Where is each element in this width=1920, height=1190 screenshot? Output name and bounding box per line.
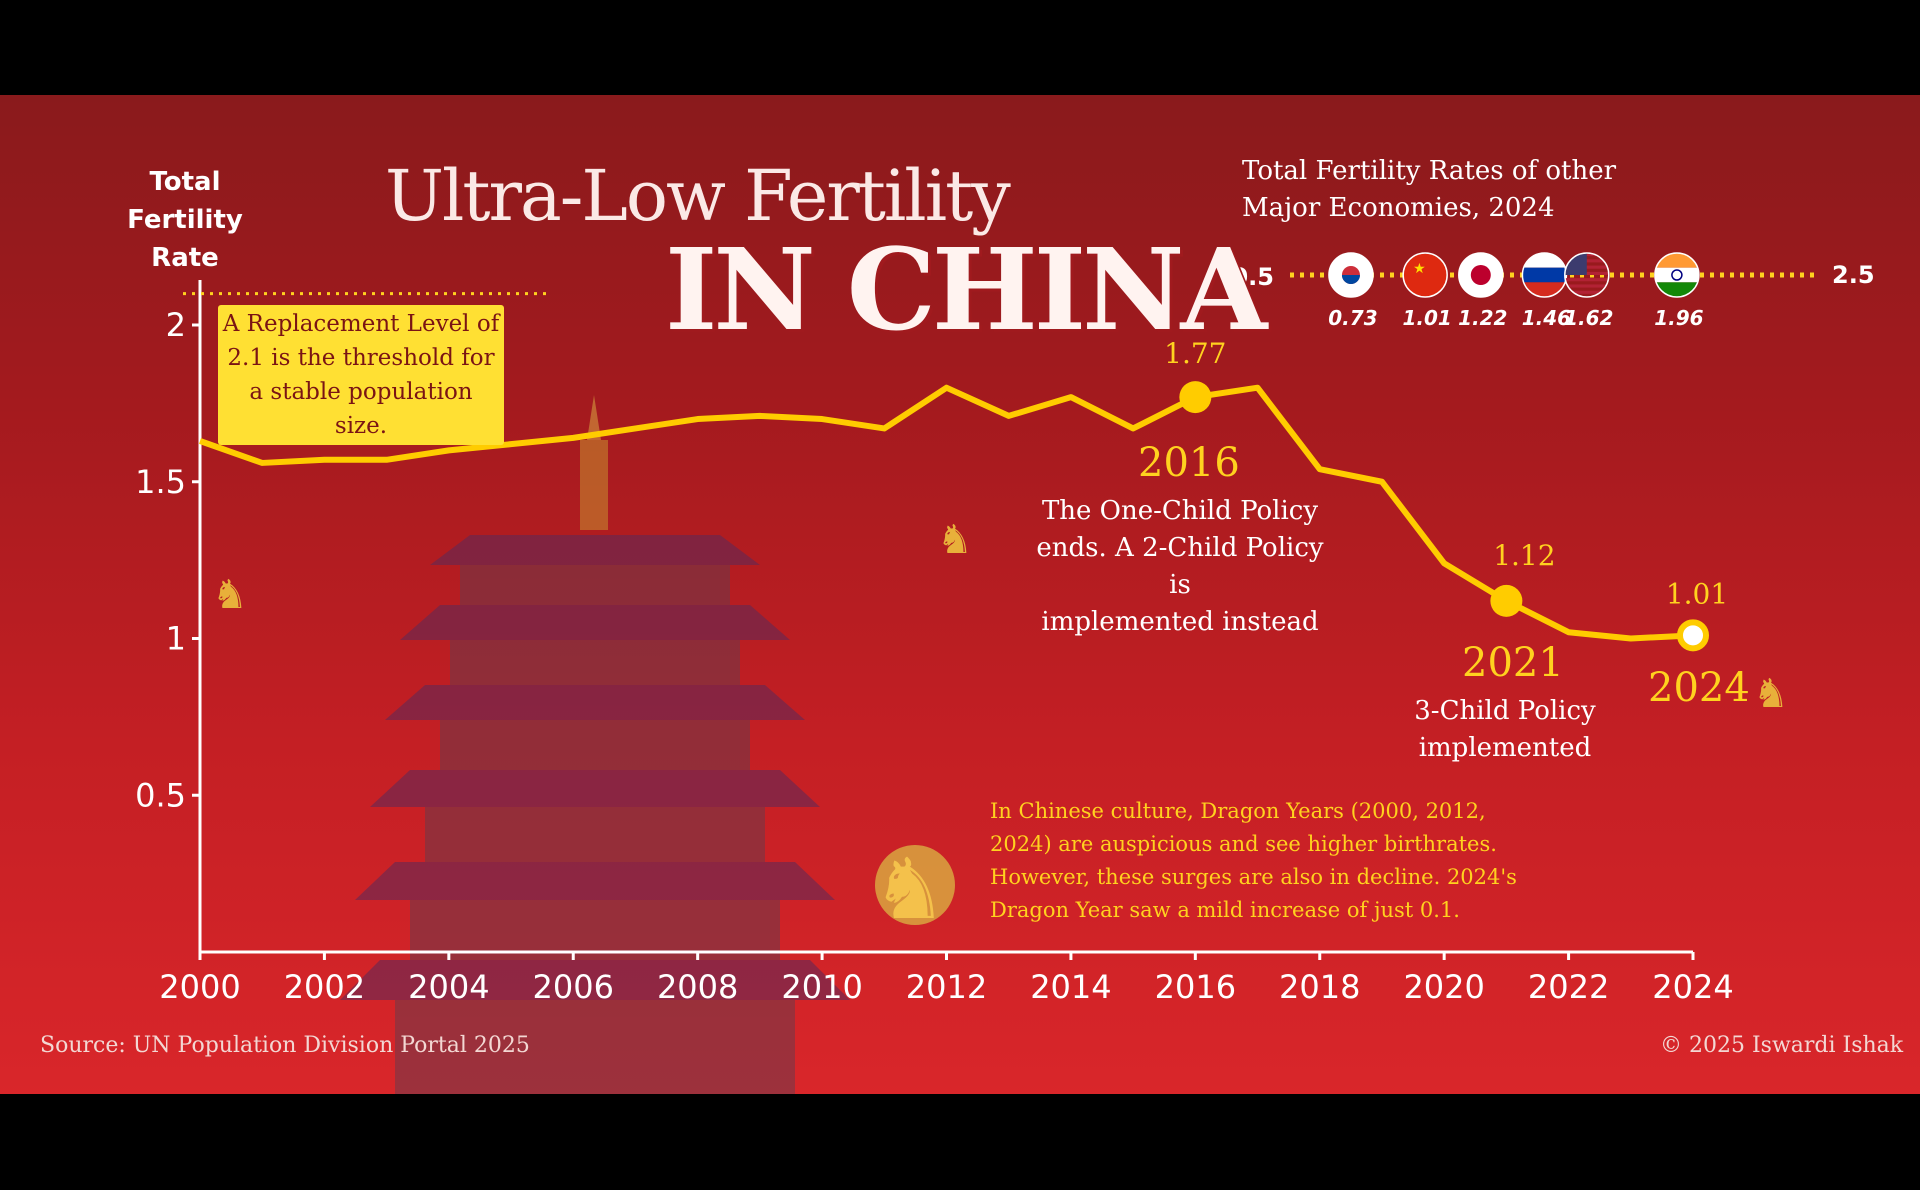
annotation-year-2024: 2024 <box>1648 665 1750 711</box>
south-korea-flag-icon <box>1328 252 1374 298</box>
comparison-value-label: 0.73 <box>1328 306 1377 330</box>
x-tick-label: 2012 <box>906 968 987 1006</box>
comparison-value-label: 1.62 <box>1564 306 1613 330</box>
comparison-value-label: 1.46 <box>1522 306 1571 330</box>
page-title: Ultra-Low Fertility <box>385 155 1011 237</box>
x-tick-label: 2018 <box>1279 968 1360 1006</box>
annotation-note-2016: The One-Child Policy ends. A 2-Child Pol… <box>1036 496 1324 637</box>
letterbox-top <box>0 0 1920 95</box>
x-tick-label: 2006 <box>533 968 614 1006</box>
x-tick-label: 2002 <box>284 968 365 1006</box>
infographic-poster: 0.5 1 1.5 2 2000 2002 2004 2006 2008 2010 2012 201… <box>0 95 1920 1094</box>
comparison-max-label: 2.5 <box>1832 261 1875 289</box>
dragon-illustration-icon: ♞ <box>872 840 955 938</box>
page-title-main: IN CHINA <box>665 225 1267 356</box>
dragon-icon: ♞ <box>937 517 973 563</box>
x-tick-label: 2020 <box>1403 968 1484 1006</box>
x-tick-label: 2024 <box>1652 968 1733 1006</box>
annotation-year-2016: 2016 <box>1138 440 1240 486</box>
svg-text:♞: ♞ <box>872 840 947 938</box>
highlight-point <box>1179 381 1212 414</box>
letterbox-bottom <box>0 1094 1920 1190</box>
x-tick-label: 2014 <box>1030 968 1111 1006</box>
highlight-point <box>1490 584 1523 617</box>
annotation-year-2021: 2021 <box>1462 640 1564 686</box>
comparison-flags: 0.5 2.5 0.73 ★ 1.01 1.22 1.461.62 1.96 <box>1231 252 1875 330</box>
data-label: 1.01 <box>1666 577 1728 610</box>
japan-flag-icon <box>1458 252 1504 298</box>
y-tick-label: 1.5 <box>135 463 186 501</box>
y-tick-label: 2 <box>166 306 186 344</box>
chart-canvas: 0.5 1 1.5 2 2000 2002 2004 2006 2008 2010 2012 201… <box>135 252 1875 1094</box>
comparison-value-label: 1.01 <box>1402 306 1451 330</box>
dragon-icon: ♞ <box>1753 671 1789 717</box>
comparison-min-label: 0.5 <box>1231 263 1274 291</box>
replacement-level-callout: A Replacement Level of 2.1 is the thresh… <box>218 305 504 445</box>
data-label: 1.77 <box>1164 337 1226 370</box>
y-tick-label: 0.5 <box>135 776 186 814</box>
russia-flag-icon <box>1521 252 1568 298</box>
fertility-rate-line <box>199 384 1694 642</box>
x-tick-label: 2004 <box>408 968 489 1006</box>
comparison-value-label: 1.96 <box>1654 306 1703 330</box>
x-tick-label: 2008 <box>657 968 738 1006</box>
data-label: 1.12 <box>1493 539 1555 572</box>
highlight-point <box>1677 619 1709 652</box>
x-tick-label: 2000 <box>159 968 240 1006</box>
y-tick-label: 1 <box>166 620 186 658</box>
source-credit: Source: UN Population Division Portal 20… <box>40 1033 530 1058</box>
china-flag-icon: ★ <box>1402 252 1448 298</box>
x-tick-label: 2016 <box>1155 968 1236 1006</box>
dragon-icon: ♞ <box>212 572 248 618</box>
annotation-note-2021: 3-Child Policy implemented <box>1414 696 1596 763</box>
x-axis-ticks: 2000 2002 2004 2006 2008 2010 2012 2014 2016 2018… <box>159 952 1734 1006</box>
usa-flag-icon <box>1564 252 1610 298</box>
value-labels: 1.77 1.12 1.01 <box>1164 337 1728 610</box>
author-credit: © 2025 Iswardi Ishak <box>1660 1033 1904 1058</box>
y-axis-title: Total Fertility Rate <box>127 167 243 273</box>
pagoda-illustration <box>340 395 850 1094</box>
x-tick-label: 2022 <box>1528 968 1609 1006</box>
india-flag-icon <box>1654 252 1700 298</box>
comparison-value-label: 1.22 <box>1458 306 1507 330</box>
comparison-title: Total Fertility Rates of other Major Eco… <box>1242 156 1617 223</box>
y-axis-ticks: 0.5 1 1.5 2 <box>135 306 200 814</box>
dragon-year-note: In Chinese culture, Dragon Years (2000, … <box>990 799 1517 922</box>
svg-text:★: ★ <box>1413 261 1426 277</box>
highlight-points <box>1179 381 1709 652</box>
x-tick-label: 2010 <box>781 968 862 1006</box>
